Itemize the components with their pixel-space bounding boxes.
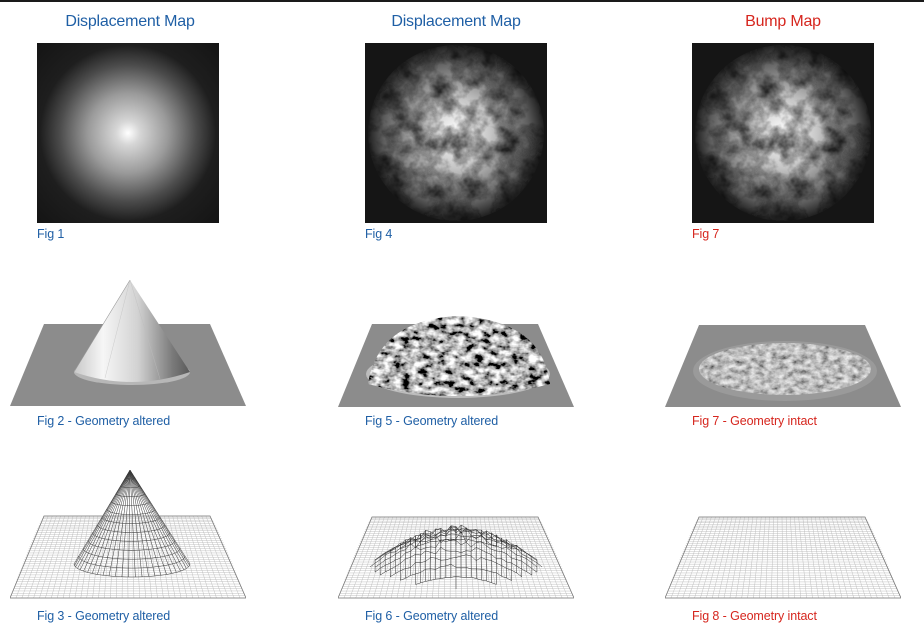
fig5-noise-displaced-shaded-render [338, 316, 574, 407]
fig7-noise-bump-map [692, 43, 874, 223]
column-title-displacement-2: Displacement Map [391, 13, 521, 30]
caption-fig1: Fig 1 [37, 227, 65, 241]
fig2-cone-shaded-render [10, 280, 246, 406]
fig3-cone-wireframe-render [10, 470, 246, 599]
fig7-bump-shaded-render [665, 325, 901, 407]
fig4-noise-displacement-map [365, 43, 547, 223]
caption-fig5: Fig 5 - Geometry altered [365, 414, 499, 428]
caption-fig8: Fig 8 - Geometry intact [692, 609, 817, 623]
fig1-radial-gradient-map [37, 43, 219, 223]
caption-fig4: Fig 4 [365, 227, 393, 241]
column-title-displacement-1: Displacement Map [65, 13, 195, 30]
caption-fig6: Fig 6 - Geometry altered [365, 609, 499, 623]
caption-fig7-render: Fig 7 - Geometry intact [692, 414, 817, 428]
top-border [0, 0, 924, 2]
fig6-noise-displaced-wireframe-render [338, 516, 574, 599]
caption-fig3: Fig 3 - Geometry altered [37, 609, 171, 623]
caption-fig2: Fig 2 - Geometry altered [37, 414, 171, 428]
column-title-bump: Bump Map [745, 13, 821, 30]
fig8-flat-wireframe-render [665, 516, 901, 599]
caption-fig7-map: Fig 7 [692, 227, 720, 241]
